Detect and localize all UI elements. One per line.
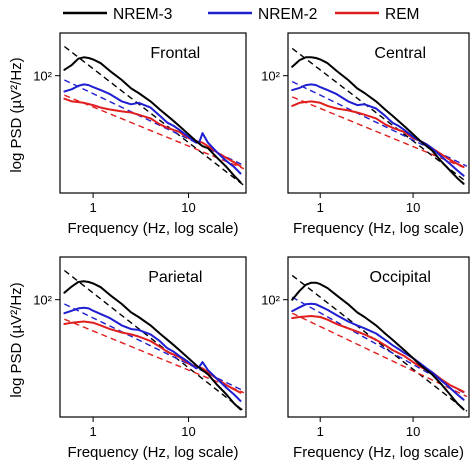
- x-axis-title: Frequency (Hz, log scale): [68, 220, 239, 237]
- fit-line-rem: [64, 94, 245, 170]
- x-axis-title: Frequency (Hz, log scale): [293, 444, 464, 461]
- x-tick-label: 10: [181, 200, 195, 215]
- fit-line-nrem3: [291, 47, 468, 183]
- panel-occipital: Occipital 1 10 10² Frequency (Hz, log scale): [261, 256, 470, 461]
- y-tick-label: 10²: [33, 69, 52, 84]
- psd-line-nrem3: [291, 56, 465, 185]
- panel-central: Central 1 10 10² Frequency (Hz, log scale): [261, 32, 470, 237]
- plot-frame: [287, 256, 470, 418]
- fit-line-rem: [291, 312, 468, 398]
- y-tick-label: 10²: [261, 69, 280, 84]
- panel-title: Central: [374, 45, 426, 62]
- fit-line-nrem3: [63, 45, 245, 186]
- fit-line-rem: [64, 318, 245, 394]
- plot-frame: [287, 32, 470, 194]
- psd-line-nrem2: [63, 83, 242, 175]
- plot-frame: [59, 256, 247, 418]
- y-axis-title-bottom: log PSD (µV²/Hz): [8, 282, 25, 397]
- x-tick-label: 10: [181, 424, 195, 439]
- x-axis-title: Frequency (Hz, log scale): [68, 444, 239, 461]
- x-tick-label: 1: [89, 200, 96, 215]
- psd-line-nrem2: [291, 302, 465, 401]
- fit-line-rem: [291, 96, 468, 170]
- panel-title: Parietal: [148, 269, 202, 286]
- psd-line-rem: [291, 100, 465, 168]
- y-tick-label: 10²: [33, 293, 52, 308]
- legend-label-nrem2: NREM-2: [258, 6, 317, 23]
- legend-label-nrem3: NREM-3: [113, 6, 172, 23]
- plot-area: [63, 269, 245, 412]
- plot-area: [291, 274, 468, 412]
- x-tick-label: 1: [89, 424, 96, 439]
- x-tick-label: 10: [406, 200, 420, 215]
- panel-title: Frontal: [150, 45, 200, 62]
- panel-title: Occipital: [370, 269, 431, 286]
- fit-line-nrem3: [63, 269, 245, 412]
- psd-line-nrem2: [63, 306, 242, 402]
- x-tick-label: 10: [406, 424, 420, 439]
- fit-line-nrem2: [291, 296, 468, 396]
- legend-label-rem: REM: [385, 6, 419, 23]
- y-axis-title-top: log PSD (µV²/Hz): [8, 57, 25, 172]
- psd-line-nrem3: [63, 280, 242, 411]
- plot-area: [63, 45, 245, 186]
- psd-line-nrem3: [291, 281, 465, 411]
- psd-line-nrem2: [291, 83, 465, 177]
- x-tick-label: 1: [317, 200, 324, 215]
- panel-frontal: Frontal 1 10 10² Frequency (Hz, log scale): [33, 32, 247, 237]
- psd-line-nrem3: [63, 56, 242, 184]
- fit-line-nrem2: [64, 303, 245, 392]
- panel-parietal: Parietal 1 10 10² Frequency (Hz, log scale): [33, 256, 247, 461]
- fit-line-nrem3: [291, 274, 468, 412]
- x-axis-title: Frequency (Hz, log scale): [293, 220, 464, 237]
- plot-area: [291, 47, 468, 185]
- legend: NREM-3 NREM-2 REM: [63, 6, 419, 23]
- y-tick-label: 10²: [261, 293, 280, 308]
- plot-frame: [59, 32, 247, 194]
- x-tick-label: 1: [317, 424, 324, 439]
